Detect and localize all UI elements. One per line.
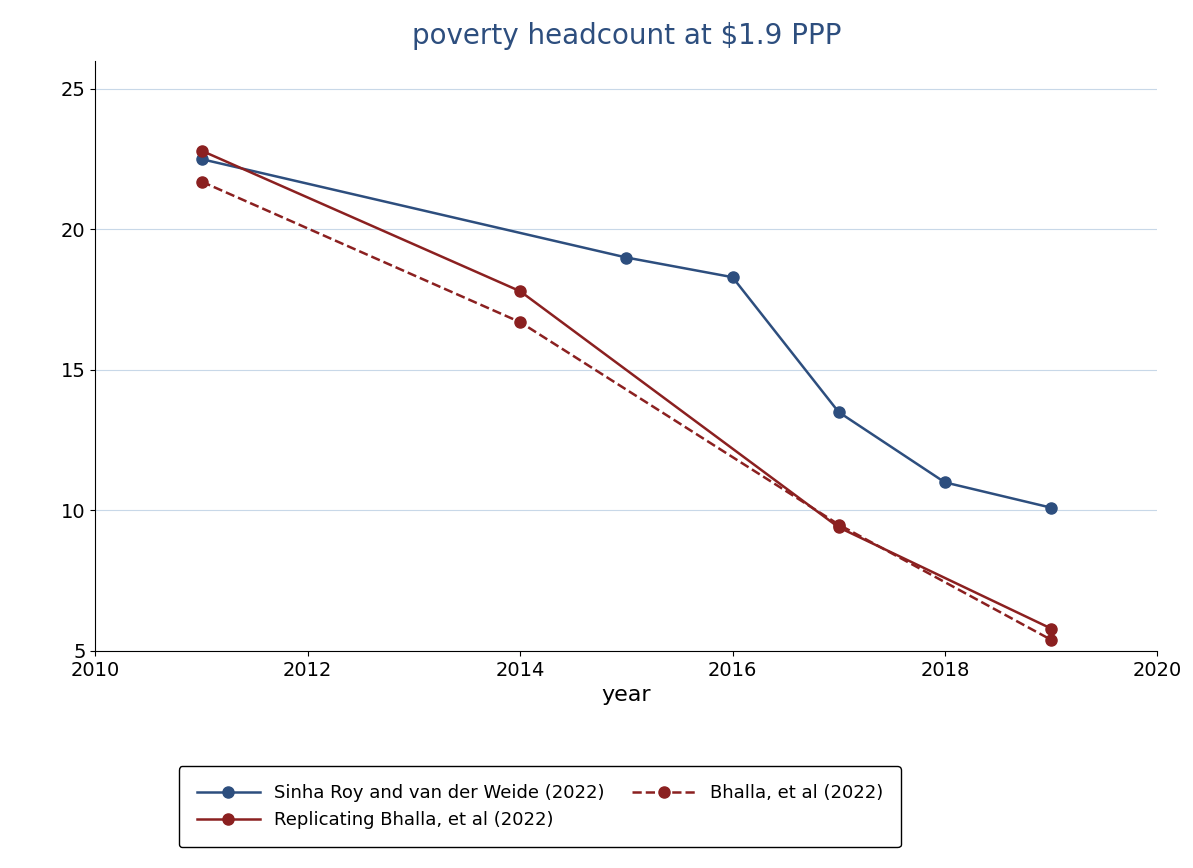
Title: poverty headcount at $1.9 PPP: poverty headcount at $1.9 PPP (412, 22, 841, 50)
Legend: Sinha Roy and van der Weide (2022), Replicating Bhalla, et al (2022), Bhalla, et: Sinha Roy and van der Weide (2022), Repl… (179, 766, 901, 847)
X-axis label: year: year (601, 685, 651, 706)
